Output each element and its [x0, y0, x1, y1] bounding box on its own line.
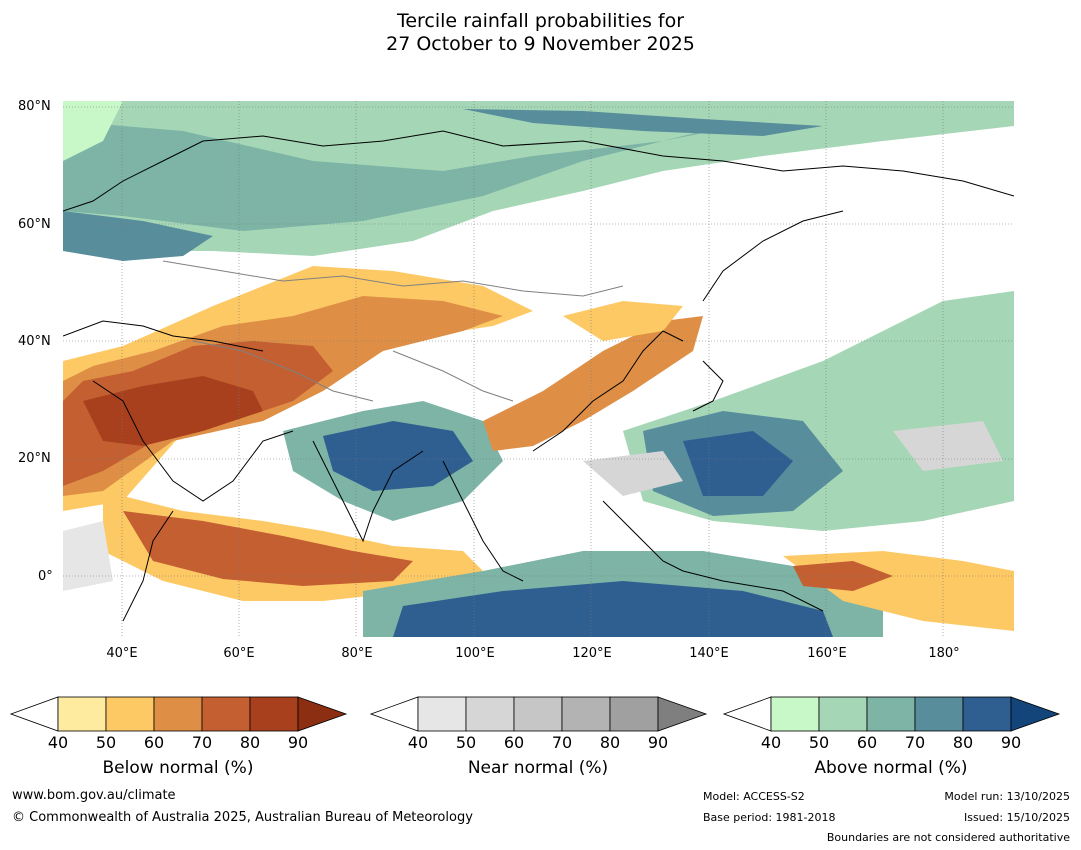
region-india-above-strong: [323, 421, 473, 491]
cb-above-2: [818, 696, 868, 732]
cb-below-1: [57, 696, 107, 732]
cb-near-tick-40: 40: [407, 733, 429, 752]
region-china-below: [483, 316, 703, 451]
cb-below-tick-90: 90: [287, 733, 309, 752]
cb-above-1: [770, 696, 820, 732]
lon-label-160e: 160°E: [807, 646, 847, 661]
cb-below-4: [201, 696, 251, 732]
coastlines: [63, 130, 1014, 622]
lon-label-40e: 40°E: [106, 646, 138, 661]
cb-above-4: [914, 696, 964, 732]
cb-below-tick-80: 80: [239, 733, 261, 752]
country-boundaries: [162, 260, 624, 402]
cb-near-tick-50: 50: [455, 733, 477, 752]
lon-label-180: 180°: [928, 646, 960, 661]
rainfall-map: [63, 101, 1014, 637]
region-near-normal-3: [63, 521, 113, 591]
cb-near-min: [370, 696, 419, 732]
footer-base-period: Base period: 1981-2018: [703, 811, 836, 824]
footer-model-run: Model run: 13/10/2025: [944, 790, 1070, 803]
cb-near-tick-80: 80: [599, 733, 621, 752]
cb-near-3: [513, 696, 563, 732]
region-africa-below-strong: [123, 511, 413, 586]
cb-above-tick-80: 80: [952, 733, 974, 752]
lon-label-100e: 100°E: [455, 646, 495, 661]
colorbar-above-label: Above normal (%): [814, 758, 968, 778]
lat-label-40n: 40°N: [18, 334, 51, 349]
cb-below-max: [297, 696, 348, 732]
map-svg: [63, 101, 1014, 637]
region-pacific-blue: [683, 431, 793, 496]
cb-above-tick-90: 90: [1000, 733, 1022, 752]
cb-near-2: [465, 696, 515, 732]
cb-below-tick-60: 60: [143, 733, 165, 752]
cb-below-tick-70: 70: [191, 733, 213, 752]
lon-label-140e: 140°E: [689, 646, 729, 661]
cb-below-5: [249, 696, 299, 732]
cb-above-max: [1010, 696, 1061, 732]
cb-near-tick-70: 70: [551, 733, 573, 752]
region-northwest-green: [63, 101, 123, 161]
title-line-1: Tercile rainfall probabilities for: [396, 10, 685, 32]
region-europe-blue: [63, 211, 213, 261]
lat-label-0: 0°: [38, 569, 53, 584]
gridlines: [63, 101, 1014, 637]
region-siberia-above-strong: [63, 111, 823, 231]
footer-issued: Issued: 15/10/2025: [963, 811, 1070, 824]
cb-above-tick-70: 70: [904, 733, 926, 752]
lon-label-60e: 60°E: [223, 646, 255, 661]
cb-near-max: [657, 696, 708, 732]
cb-above-5: [962, 696, 1012, 732]
cb-below-min: [10, 696, 59, 732]
region-arabia-core: [83, 376, 263, 446]
region-indonesia-blue: [393, 581, 833, 637]
chart-title: Tercile rainfall probabilities for 27 Oc…: [0, 10, 1081, 56]
footer-disclaimer: Boundaries are not considered authoritat…: [826, 831, 1070, 844]
region-near-normal-2: [893, 421, 1003, 471]
footer-model: Model: ACCESS-S2: [703, 790, 805, 803]
lat-label-20n: 20°N: [18, 451, 51, 466]
cb-near-5: [609, 696, 659, 732]
cb-below-2: [105, 696, 155, 732]
lon-label-80e: 80°E: [341, 646, 373, 661]
lat-label-80n: 80°N: [18, 99, 51, 114]
cb-near-tick-90: 90: [647, 733, 669, 752]
region-near-normal-1: [583, 451, 683, 496]
cb-above-min: [723, 696, 772, 732]
title-line-2: 27 October to 9 November 2025: [386, 33, 695, 55]
cb-below-tick-40: 40: [47, 733, 69, 752]
cb-near-4: [561, 696, 611, 732]
colorbar-above-normal: [723, 696, 1061, 732]
footer-website: www.bom.gov.au/climate: [12, 788, 176, 803]
colorbar-near-label: Near normal (%): [467, 758, 609, 778]
cb-above-3: [866, 696, 916, 732]
footer-copyright: © Commonwealth of Australia 2025, Austra…: [12, 810, 473, 825]
colorbar-near-normal: [370, 696, 708, 732]
cb-above-tick-60: 60: [856, 733, 878, 752]
lat-label-60n: 60°N: [18, 217, 51, 232]
region-arctic-blue: [463, 109, 823, 136]
region-china-below-light: [563, 301, 683, 341]
lon-label-120e: 120°E: [572, 646, 612, 661]
cb-near-tick-60: 60: [503, 733, 525, 752]
cb-above-tick-40: 40: [760, 733, 782, 752]
colorbar-below-label: Below normal (%): [102, 758, 254, 778]
colorbar-below-normal: [10, 696, 348, 732]
cb-below-tick-50: 50: [95, 733, 117, 752]
cb-near-1: [417, 696, 467, 732]
cb-above-tick-50: 50: [808, 733, 830, 752]
cb-below-3: [153, 696, 203, 732]
